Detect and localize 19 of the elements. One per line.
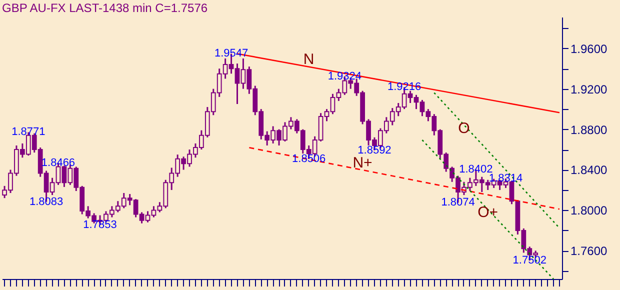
series-label: N+ bbox=[352, 154, 373, 172]
annotation: 1.8771 bbox=[12, 126, 46, 138]
y-tick-label: 1.8000 bbox=[570, 204, 608, 218]
annotation: 1.9547 bbox=[214, 48, 248, 60]
annotation: 1.8083 bbox=[29, 196, 64, 208]
annotation: 1.7853 bbox=[83, 219, 117, 232]
annotation: 1.7502 bbox=[512, 254, 546, 267]
y-tick-label: 1.9600 bbox=[570, 42, 608, 56]
annotation: 1.8074 bbox=[441, 196, 475, 209]
y-tick-label: 1.9200 bbox=[570, 82, 608, 96]
y-tick-label: 1.7600 bbox=[570, 244, 608, 258]
series-label: N bbox=[303, 50, 314, 68]
annotation: 1.8592 bbox=[358, 144, 392, 156]
series-label: O bbox=[458, 120, 470, 137]
y-tick-label: 1.8400 bbox=[570, 163, 608, 178]
chart-title: GBP AU-FX LAST-1438 min C=1.7576 bbox=[2, 1, 208, 15]
y-tick-label: 1.8800 bbox=[570, 122, 608, 137]
series-label: O+ bbox=[478, 204, 498, 222]
annotation: 1.8314 bbox=[488, 172, 523, 184]
